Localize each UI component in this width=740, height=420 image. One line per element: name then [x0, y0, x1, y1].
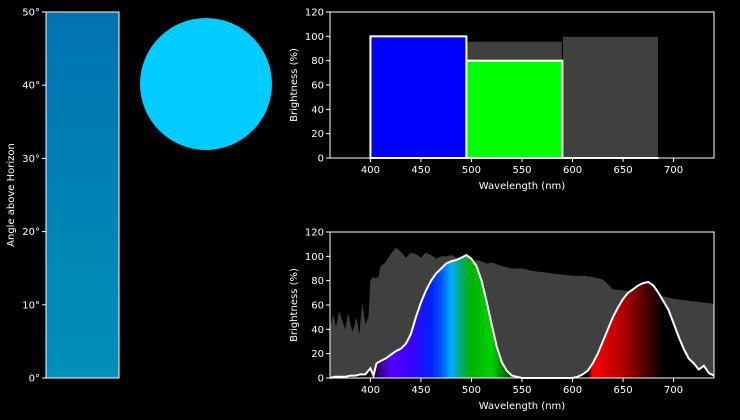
- band-ytick-label: 40: [311, 105, 324, 116]
- spectrum-xticks: 400 450 500 550 600 650 700: [361, 378, 683, 396]
- band-ytick-label: 120: [305, 8, 324, 19]
- band-ytick-label: 20: [311, 129, 324, 140]
- band-xtick-label: 400: [361, 165, 380, 176]
- band-yticks: 0 20 40 60 80 100 120: [305, 8, 330, 165]
- angle-ytick-label: 10°: [22, 300, 40, 311]
- band-panel: 400 450 500 550 600 650 700 0 20 40 60 80 100 120 Wa…: [289, 8, 715, 192]
- spectrum-xtick-label: 500: [462, 385, 481, 396]
- band-bar: [369, 35, 468, 159]
- angle-ylabel: Angle above Horizon: [6, 143, 17, 247]
- angle-ytick-label: 20°: [22, 227, 40, 238]
- spectrum-panel: 400 450 500 550 600 650 700 0 20 40 60 80 100 120 Wa…: [289, 228, 715, 412]
- spectrum-ytick-label: 120: [305, 228, 324, 239]
- spectrum-xlabel: Wavelength (nm): [479, 401, 565, 412]
- angle-bar-frame: [45, 11, 120, 379]
- band-xtick-label: 500: [462, 165, 481, 176]
- band-ylabel: Brightness (%): [289, 48, 300, 122]
- band-xtick-label: 550: [512, 165, 531, 176]
- angle-ytick-label: 0°: [29, 374, 40, 385]
- spectrum-colored-area: [330, 255, 714, 378]
- angle-ytick-label: 30°: [22, 154, 40, 165]
- band-xlabel: Wavelength (nm): [479, 181, 565, 192]
- spectrum-xtick-label: 700: [664, 385, 683, 396]
- band-ytick-label: 80: [311, 56, 324, 67]
- spectrum-xtick-label: 650: [614, 385, 633, 396]
- sky-color-swatch: [140, 18, 272, 150]
- angle-ytick-label: 40°: [22, 81, 40, 92]
- spectrum-ytick-label: 40: [311, 325, 324, 336]
- band-ytick-label: 0: [318, 154, 324, 165]
- spectrum-xtick-label: 600: [563, 385, 582, 396]
- spectrum-xtick-label: 400: [361, 385, 380, 396]
- spectrum-line: [329, 253, 715, 379]
- angle-ytick-label: 50°: [22, 8, 40, 19]
- spectrum-ytick-label: 0: [318, 374, 324, 385]
- angle-panel: 0° 10° 20° 30° 40° 50° Angle above Horizon: [6, 8, 120, 385]
- spectrum-ylabel: Brightness (%): [289, 268, 300, 342]
- angle-yticks: 0° 10° 20° 30° 40° 50°: [22, 8, 46, 385]
- band-bar: [465, 59, 564, 160]
- band-ytick-label: 100: [305, 32, 324, 43]
- angle-bar: [46, 12, 119, 378]
- band-xtick-label: 600: [563, 165, 582, 176]
- band-xtick-label: 650: [614, 165, 633, 176]
- spectrum-yticks: 0 20 40 60 80 100 120: [305, 228, 330, 385]
- band-xtick-label: 450: [411, 165, 430, 176]
- sky-swatch-panel: [140, 18, 272, 150]
- spectrum-ytick-label: 80: [311, 276, 324, 287]
- spectrum-ytick-label: 20: [311, 349, 324, 360]
- spectrum-ytick-label: 100: [305, 252, 324, 263]
- spectrum-xtick-label: 550: [512, 385, 531, 396]
- spectrum-ytick-label: 60: [311, 301, 324, 312]
- spectrum-xtick-label: 450: [411, 385, 430, 396]
- band-ytick-label: 60: [311, 81, 324, 92]
- band-reference-bar: [561, 35, 659, 159]
- band-xticks: 400 450 500 550 600 650 700: [361, 158, 683, 176]
- band-xtick-label: 700: [664, 165, 683, 176]
